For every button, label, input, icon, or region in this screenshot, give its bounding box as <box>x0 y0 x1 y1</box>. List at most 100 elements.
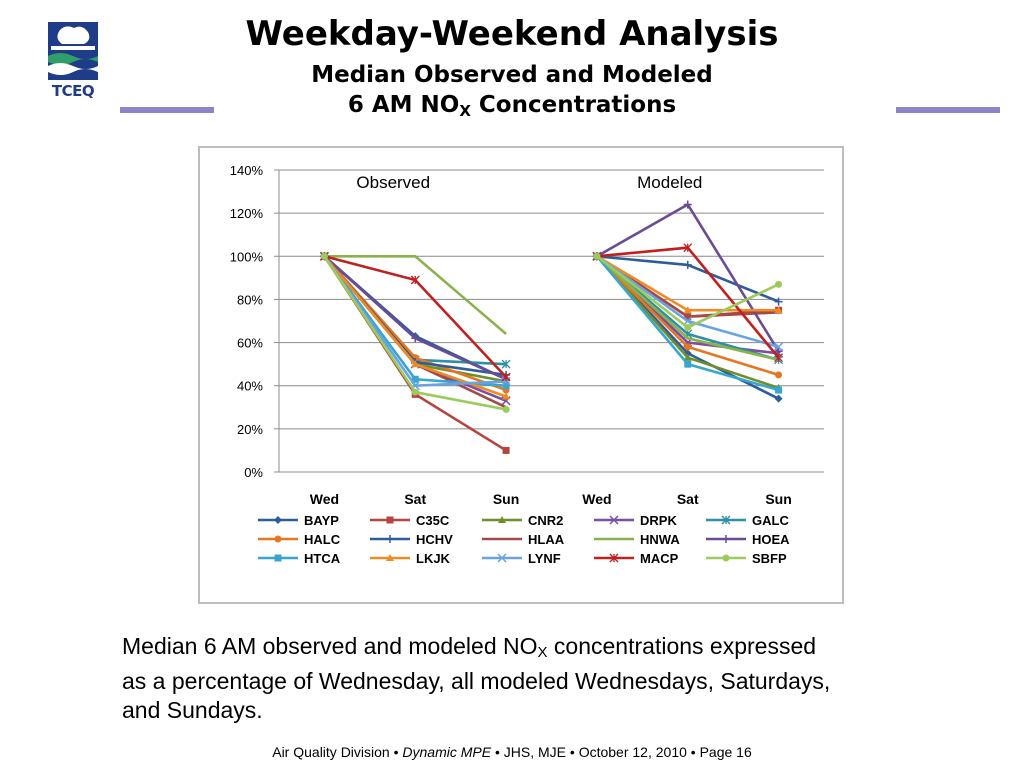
data-point-sbfp <box>684 323 692 331</box>
data-point-htca <box>502 382 510 390</box>
data-point-halc <box>775 371 783 379</box>
data-point-sbfp <box>775 280 783 288</box>
footer-date: October 12, 2010 <box>578 744 687 760</box>
data-point-lkjk <box>774 306 783 314</box>
header-rule-left <box>120 107 214 113</box>
data-point-macp <box>774 353 784 363</box>
legend-label-macp: MACP <box>640 551 679 566</box>
legend-marker-galc <box>721 515 731 525</box>
data-point-cnr2 <box>683 353 692 361</box>
line-chart: 0% 20% 40% 60% 80% 100% 120% 140% Wed Sat Sun Wed Sa… <box>230 163 824 566</box>
y-tick-label: 120% <box>230 206 264 221</box>
legend-marker-drpk <box>609 515 619 525</box>
legend-label-lkjk: LKJK <box>416 551 451 566</box>
footer: Air Quality Division • Dynamic MPE • JHS… <box>272 744 752 760</box>
data-point-lkjk <box>683 306 692 314</box>
page-subtitle: Median Observed and Modeled 6 AM NOX Con… <box>200 60 824 126</box>
data-point-hoea <box>683 200 692 209</box>
data-point-htca <box>775 386 783 394</box>
legend-marker-htca <box>274 554 282 562</box>
legend-marker-hoea <box>722 535 730 543</box>
data-point-hchv <box>774 297 783 306</box>
footer-page: Page 16 <box>699 744 752 760</box>
x-tick-label: Sat <box>404 491 426 507</box>
data-point-sbfp <box>502 405 510 413</box>
subtitle-line-2: 6 AM NOX Concentrations <box>200 90 824 126</box>
x-tick-label: Sun <box>765 491 791 507</box>
y-tick-label: 100% <box>230 249 264 264</box>
data-point-sbfp <box>593 252 601 260</box>
data-point-sbfp <box>320 252 328 260</box>
y-tick-label: 80% <box>237 292 263 307</box>
caption-sub: X <box>537 644 548 661</box>
subtitle-line-1: Median Observed and Modeled <box>311 62 713 88</box>
data-point-bayp <box>774 394 783 403</box>
logo-text: TCEQ <box>51 82 95 100</box>
legend-label-bayp: BAYP <box>304 513 339 528</box>
legend-marker-lynf <box>497 553 507 563</box>
y-tick-label: 0% <box>244 465 263 480</box>
data-point-lkjk <box>502 392 511 400</box>
legend-label-lynf: LYNF <box>528 551 561 566</box>
data-point-macp <box>501 372 511 382</box>
legend-label-c35c: C35C <box>416 513 450 528</box>
footer-division: Air Quality Division <box>272 744 390 760</box>
legend-marker-c35c <box>386 516 394 524</box>
tceq-emblem-icon <box>48 22 98 80</box>
data-point-htca <box>411 375 419 383</box>
series-line-hnwa-observed <box>324 254 507 335</box>
legend-marker-cnr2 <box>498 516 506 523</box>
x-tick-label: Wed <box>310 491 339 507</box>
legend-marker-hchv <box>386 535 394 543</box>
header-rule-right <box>896 107 1000 113</box>
caption-pre: Median 6 AM observed and modeled NO <box>122 633 538 659</box>
legend-label-hlaa: HLAA <box>528 532 565 547</box>
footer-authors: JHS, MJE <box>503 744 567 760</box>
legend-marker-lkjk <box>386 554 394 561</box>
legend-label-hoea: HOEA <box>752 532 790 547</box>
legend-label-cnr2: CNR2 <box>528 513 563 528</box>
legend-label-galc: GALC <box>752 513 789 528</box>
data-point-lynf <box>774 342 784 352</box>
legend-label-hnwa: HNWA <box>640 532 680 547</box>
legend-label-halc: HALC <box>304 532 341 547</box>
footer-program: Dynamic MPE <box>402 744 492 760</box>
subtitle-line-2-post: Concentrations <box>470 92 677 118</box>
data-point-htca <box>684 360 692 368</box>
legend-marker-halc <box>274 535 282 543</box>
y-tick-label: 40% <box>237 379 263 394</box>
page-title: Weekday-Weekend Analysis <box>245 14 779 54</box>
series-line-hnwa-modeled <box>596 255 779 362</box>
x-tick-label: Sun <box>493 491 519 507</box>
legend-label-htca: HTCA <box>304 551 341 566</box>
data-point-halc <box>684 343 692 351</box>
data-point-macp <box>410 275 420 285</box>
data-point-sbfp <box>411 388 419 396</box>
data-point-hchv <box>683 260 692 269</box>
legend-label-drpk: DRPK <box>640 513 677 528</box>
subtitle-line-2-sub: X <box>459 102 471 120</box>
y-tick-label: 20% <box>237 422 263 437</box>
caption-post: concentrations expressed as a percentage… <box>122 633 831 723</box>
panel-title: Modeled <box>637 173 702 192</box>
legend-label-sbfp: SBFP <box>752 551 787 566</box>
data-point-hoea <box>411 334 420 343</box>
panel-title: Observed <box>356 173 430 192</box>
legend-marker-sbfp <box>722 554 730 562</box>
data-point-galc <box>501 359 511 369</box>
subtitle-line-2-pre: 6 AM NO <box>347 92 460 118</box>
data-point-lkjk <box>411 360 420 368</box>
legend-label-hchv: HCHV <box>416 532 453 547</box>
tceq-logo: TCEQ <box>48 22 98 104</box>
data-point-c35c <box>502 446 510 454</box>
data-point-lynf <box>501 376 511 386</box>
y-tick-label: 140% <box>230 163 264 178</box>
chart-frame: 0% 20% 40% 60% 80% 100% 120% 140% Wed Sat Sun Wed Sa… <box>198 146 844 604</box>
data-point-macp <box>683 243 693 253</box>
x-tick-label: Sat <box>677 491 699 507</box>
legend-marker-macp <box>609 553 619 563</box>
data-point-lynf <box>683 316 693 326</box>
x-tick-label: Wed <box>582 491 611 507</box>
legend-marker-bayp <box>274 516 282 524</box>
y-tick-label: 60% <box>237 336 263 351</box>
